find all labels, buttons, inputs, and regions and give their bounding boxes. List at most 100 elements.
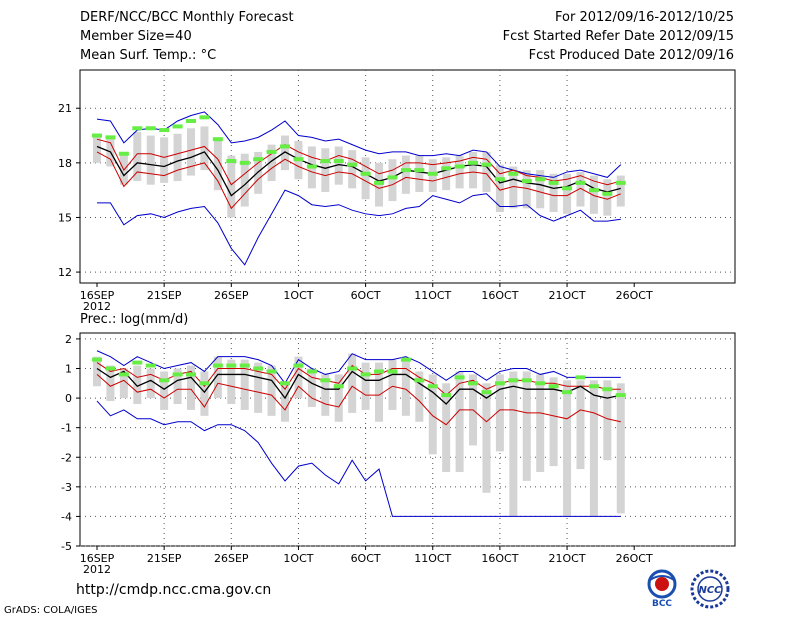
member-range-box [348,150,357,189]
member-range-box [388,359,397,410]
obs-marker [400,168,411,173]
obs-marker [226,363,237,368]
tick-label-x: 11OCT [414,289,451,302]
obs-marker [145,126,156,131]
member-range-box [146,368,155,399]
obs-marker [535,381,546,386]
obs-marker [602,191,613,196]
tick-label-x: 11OCT [414,552,451,565]
member-range-box [267,144,276,182]
obs-marker [186,372,197,377]
obs-marker [347,366,358,371]
obs-marker [400,357,411,362]
tick-label-x: 21SEP [147,552,182,565]
obs-marker [494,177,505,182]
tick-label-x: 21OCT [549,289,586,302]
tick-label-x: 6OCT [351,289,381,302]
member-range-box [469,151,478,189]
series-line-lower [96,151,621,210]
obs-marker [615,393,626,398]
obs-marker [92,133,102,138]
member-range-box [227,155,236,218]
obs-marker [132,360,143,365]
member-range-box [401,359,410,416]
member-range-box [227,359,236,404]
tick-label-x: 26OCT [616,289,653,302]
obs-marker [293,363,304,368]
member-range-box [173,133,182,182]
member-range-box [160,137,169,183]
member-range-box [616,175,625,207]
obs-marker [548,384,559,389]
obs-marker [347,162,358,167]
obs-marker [172,372,183,377]
obs-marker [441,166,452,171]
obs-marker [306,164,317,169]
obs-marker [306,369,317,374]
member-range-box [603,179,612,216]
obs-marker [374,369,385,374]
member-range-box [334,146,343,185]
plot-frame [79,332,736,547]
refer-date: Fcst Started Refer Date 2012/09/15 [502,29,734,44]
member-range-box [482,151,491,192]
member-range-box [536,170,545,209]
tick-label-x: 1OCT [283,552,313,565]
series-line-max [96,350,621,385]
member-range-box [160,371,169,410]
obs-marker [239,160,250,165]
member-range-box [200,371,209,416]
obs-marker [481,162,492,167]
member-range-box [267,365,276,416]
member-range-box [415,155,424,192]
obs-marker [199,381,210,386]
tick-label-x: 2012 [83,563,111,576]
obs-marker [588,188,599,193]
tick-label-x: 16SEP [80,289,115,302]
obs-marker [333,159,344,164]
obs-marker [360,372,371,377]
member-range-box [254,362,263,413]
obs-marker [212,137,223,142]
member-range-box [133,131,142,182]
tick-label-y: -2 [61,451,72,464]
obs-marker [481,390,492,395]
obs-marker [280,381,291,386]
obs-marker [266,369,277,374]
tick-label-x: 26OCT [616,552,653,565]
obs-marker [588,384,599,389]
member-range-box [119,368,128,399]
obs-marker [454,375,465,380]
obs-marker [535,177,546,182]
series-line-mean [96,367,621,405]
member-range-box [576,380,585,470]
member-range-box [549,377,558,467]
member-range-box [482,383,491,493]
tick-label-y: 15 [58,211,72,224]
member-range-box [173,368,182,404]
tick-label-y: 1 [65,363,72,376]
tick-label-x: 6OCT [351,552,381,565]
member-range-box [589,380,598,517]
obs-marker [280,144,291,149]
obs-marker [494,381,505,386]
member-range-box [133,365,142,404]
member-range-box [455,155,464,189]
member-range-box [106,365,115,402]
series-line-mean [96,145,621,197]
member-range-box [522,170,531,209]
member-range-box [495,164,504,212]
member-range-box [294,356,303,399]
obs-marker [374,180,385,185]
member-range-box [442,383,451,473]
tick-label-x: 21OCT [549,552,586,565]
member-range-box [589,175,598,214]
source-url[interactable]: http://cmdp.ncc.cma.gov.cn [76,582,272,598]
obs-marker [293,157,304,162]
obs-marker [333,384,344,389]
member-range-box [509,371,518,517]
member-range-box [563,173,572,214]
obs-marker [387,369,398,374]
